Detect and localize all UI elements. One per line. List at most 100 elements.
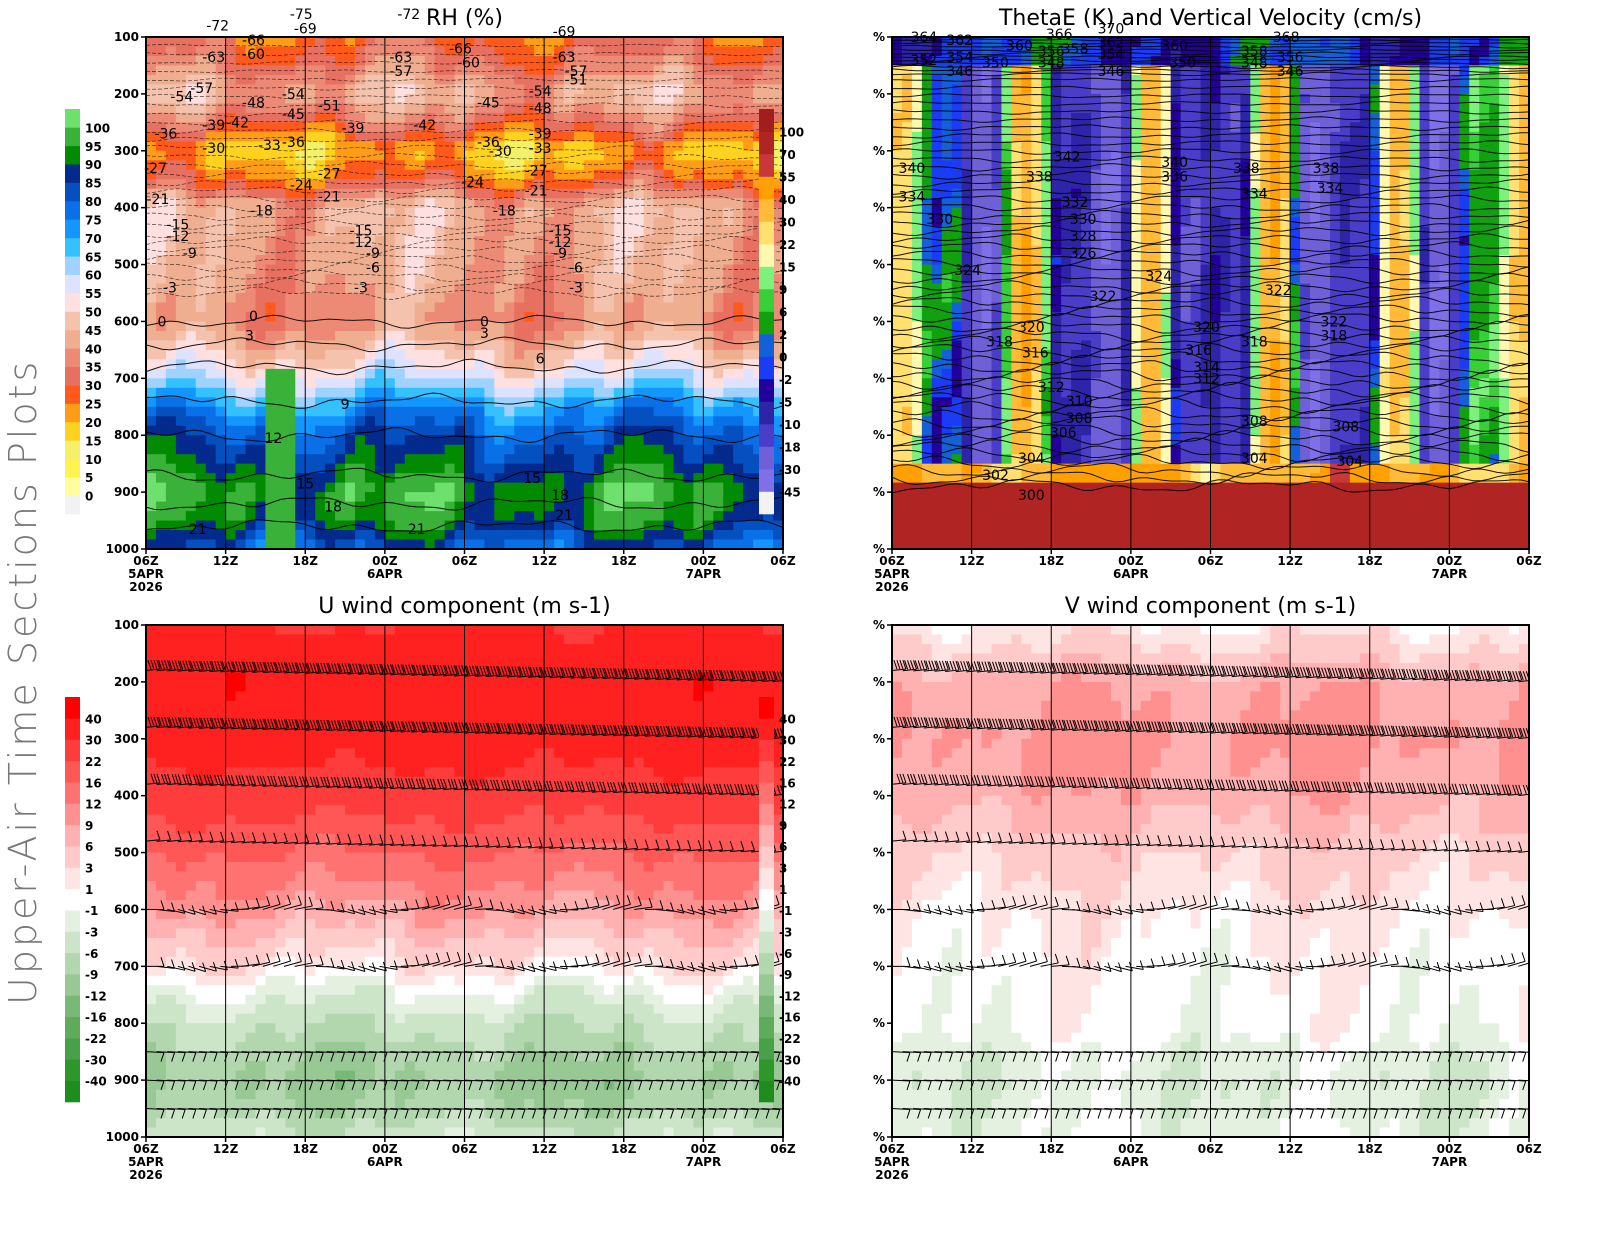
contour-label: -30	[489, 144, 512, 160]
field-cell	[255, 293, 266, 303]
field-cell	[325, 530, 336, 540]
field-cell	[196, 170, 207, 180]
field-cell	[614, 113, 625, 123]
field-cell	[465, 236, 476, 246]
field-cell	[1021, 246, 1032, 256]
contour-label: -12	[166, 229, 189, 245]
field-cell	[325, 340, 336, 350]
field-cell	[634, 217, 645, 227]
field-cell	[514, 521, 525, 531]
field-cell	[1021, 521, 1032, 531]
field-cell	[325, 132, 336, 142]
field-cell	[1081, 331, 1092, 341]
field-cell	[295, 75, 306, 85]
field-cell	[693, 113, 704, 123]
field-cell	[664, 416, 675, 426]
field-cell	[226, 208, 237, 218]
field-cell	[703, 189, 714, 199]
colorbar-swatch	[65, 348, 80, 367]
field-cell	[206, 331, 217, 341]
field-cell	[1111, 530, 1122, 540]
x-tick-label: 06Z	[133, 554, 159, 568]
field-cell	[1041, 397, 1052, 407]
field-cell	[156, 397, 167, 407]
field-cell	[654, 170, 665, 180]
field-cell	[415, 378, 426, 388]
field-cell	[315, 331, 326, 341]
field-cell	[634, 530, 645, 540]
field-cell	[484, 492, 495, 502]
field-cell	[604, 56, 615, 66]
field-cell	[465, 464, 476, 474]
field-cell	[654, 246, 665, 256]
field-cell	[644, 483, 655, 493]
field-cell	[365, 435, 376, 445]
field-cell	[1101, 151, 1112, 161]
field-cell	[524, 454, 535, 464]
field-cell	[952, 416, 963, 426]
field-cell	[703, 122, 714, 132]
field-cell	[524, 359, 535, 369]
field-cell	[733, 416, 744, 426]
field-cell	[305, 122, 316, 132]
field-cell	[405, 435, 416, 445]
field-cell	[265, 454, 276, 464]
field-cell	[385, 189, 396, 199]
field-cell	[156, 378, 167, 388]
field-cell	[1111, 483, 1122, 493]
field-cell	[564, 369, 575, 379]
field-cell	[713, 483, 724, 493]
field-cell	[674, 56, 685, 66]
field-cell	[315, 359, 326, 369]
field-cell	[584, 246, 595, 256]
field-cell	[285, 217, 296, 227]
field-cell	[405, 170, 416, 180]
field-cell	[325, 141, 336, 151]
field-cell	[892, 312, 903, 322]
field-cell	[902, 397, 913, 407]
field-cell	[176, 141, 187, 151]
field-cell	[445, 312, 456, 322]
field-cell	[196, 340, 207, 350]
field-cell	[1071, 84, 1082, 94]
field-cell	[146, 217, 157, 227]
field-cell	[683, 378, 694, 388]
field-cell	[1071, 75, 1082, 85]
field-cell	[723, 464, 734, 474]
field-cell	[674, 445, 685, 455]
field-cell	[325, 483, 336, 493]
field-cell	[445, 198, 456, 208]
contour-label: 12	[264, 431, 282, 447]
field-cell	[932, 521, 943, 531]
field-cell	[355, 473, 366, 483]
field-cell	[465, 217, 476, 227]
field-cell	[654, 84, 665, 94]
field-cell	[325, 84, 336, 94]
field-cell	[504, 265, 515, 275]
field-cell	[733, 103, 744, 113]
field-cell	[972, 179, 983, 189]
field-cell	[295, 331, 306, 341]
field-cell	[1091, 122, 1102, 132]
field-cell	[275, 217, 286, 227]
field-cell	[982, 530, 993, 540]
field-cell	[385, 113, 396, 123]
field-cell	[524, 56, 535, 66]
field-cell	[285, 236, 296, 246]
field-cell	[474, 84, 485, 94]
field-cell	[455, 445, 466, 455]
field-cell	[335, 75, 346, 85]
field-cell	[1031, 84, 1042, 94]
field-cell	[455, 378, 466, 388]
field-cell	[1121, 359, 1132, 369]
field-cell	[465, 208, 476, 218]
field-cell	[1121, 530, 1132, 540]
field-cell	[484, 189, 495, 199]
field-cell	[445, 331, 456, 341]
field-cell	[196, 483, 207, 493]
field-cell	[1081, 511, 1092, 521]
field-cell	[664, 530, 675, 540]
field-cell	[674, 274, 685, 284]
field-cell	[683, 179, 694, 189]
colorbar-label: 25	[85, 398, 102, 412]
